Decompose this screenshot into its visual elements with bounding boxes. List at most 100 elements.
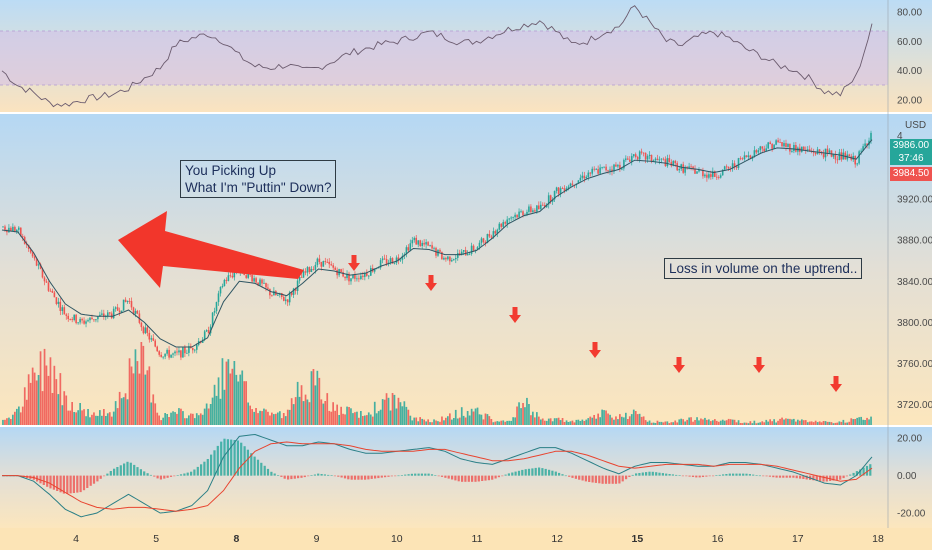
volume-bar [729, 419, 732, 425]
macd-histogram-bar [59, 475, 62, 493]
macd-histogram-bar [96, 475, 99, 482]
price-tick-label: 3800.00 [897, 318, 932, 329]
volume-bar [328, 410, 331, 425]
candle-body [368, 275, 370, 277]
macd-histogram-bar [380, 475, 383, 478]
volume-bar [41, 391, 44, 425]
candle-body [486, 234, 489, 244]
volume-bar [634, 411, 637, 425]
volume-bar [83, 409, 85, 425]
macd-histogram-bar [608, 475, 611, 484]
annotation-note-2[interactable]: Loss in volume on the uptrend.. [664, 258, 863, 279]
candle-body [381, 258, 384, 261]
candle-body [666, 158, 669, 167]
candle-body [360, 275, 362, 279]
macd-histogram-bar [598, 475, 601, 484]
volume-bar [97, 415, 99, 425]
macd-histogram-bar [865, 465, 869, 476]
volume-bar [458, 417, 461, 425]
down-arrow-icon [589, 342, 601, 358]
candle-body [627, 158, 629, 160]
macd-histogram-bar [772, 475, 775, 478]
macd-histogram-bar [82, 475, 86, 491]
candle-body [719, 175, 722, 178]
axis-labels-group: 80.0060.0040.0020.003920.003880.003840.0… [73, 7, 932, 545]
macd-histogram-bar [735, 473, 738, 476]
candle-body [116, 307, 119, 311]
volume-bar [431, 422, 433, 425]
candle-body [71, 319, 73, 320]
macd-histogram-bar [497, 475, 500, 478]
volume-bar [350, 408, 352, 425]
candle-body [112, 308, 115, 319]
volume-bar [251, 409, 253, 425]
macd-histogram-bar [461, 475, 464, 482]
macd-histogram-bar [748, 474, 751, 476]
volume-bar [723, 420, 726, 425]
macd-histogram-bar [440, 475, 444, 477]
volume-bar [476, 407, 479, 425]
volume-bar [259, 410, 261, 425]
macd-histogram-bar [768, 475, 771, 477]
volume-bar [549, 418, 552, 425]
macd-histogram-bar [62, 475, 65, 494]
candle-body [613, 164, 615, 172]
volume-bar [793, 418, 795, 425]
volume-bar [462, 415, 465, 425]
macd-histogram-bar [277, 475, 280, 476]
volume-bar [130, 366, 133, 425]
candle-body [128, 300, 131, 302]
candle-body [364, 273, 366, 277]
candle-body [150, 338, 153, 340]
volume-bar [848, 421, 851, 425]
candle-body [441, 251, 443, 260]
macd-histogram-bar [430, 474, 434, 476]
candle-body [53, 292, 56, 298]
volume-bar [522, 403, 524, 425]
candle-body [611, 169, 613, 172]
volume-bar [261, 411, 263, 425]
volume-bar [334, 410, 336, 425]
volume-bar [676, 422, 679, 425]
candle-body [747, 155, 750, 157]
macd-histogram-bar [394, 475, 397, 477]
volume-bar [235, 374, 238, 425]
volume-bar [864, 420, 866, 425]
candle-body [648, 154, 651, 156]
volume-bar [719, 420, 722, 425]
candle-body [227, 275, 230, 281]
macd-histogram-bar [842, 475, 845, 479]
volume-bar [700, 418, 702, 425]
volume-bar [421, 418, 423, 425]
volume-bar [23, 387, 26, 425]
volume-bar [741, 423, 744, 425]
volume-bar [49, 357, 52, 425]
annotation-note-1[interactable]: You Picking Up What I'm "Puttin" Down? [180, 160, 337, 198]
previous-price-value: 3984.50 [892, 168, 930, 179]
macd-histogram-bar [153, 475, 156, 477]
volume-bars-group [2, 342, 872, 425]
macd-histogram-bar [343, 475, 347, 479]
macd-histogram-bar [253, 456, 256, 476]
volume-bar [717, 421, 720, 425]
candle-body [207, 330, 210, 334]
volume-bar [280, 418, 283, 425]
volume-bar [773, 419, 775, 425]
volume-bar [114, 401, 117, 425]
candle-body [271, 295, 273, 297]
candle-body [449, 256, 451, 262]
candle-body [447, 256, 449, 260]
big-arrow-annotation[interactable] [118, 211, 304, 288]
volume-bar [765, 419, 768, 425]
candle-body [544, 205, 546, 208]
macd-histogram-bar [621, 475, 624, 482]
candle-body [354, 274, 356, 279]
macd-histogram-bar [658, 472, 661, 476]
candle-body [407, 247, 410, 251]
candle-body [836, 159, 839, 161]
volume-bar [597, 413, 599, 425]
candle-body [148, 332, 151, 340]
candle-body [421, 242, 423, 246]
macd-histogram-bar [250, 453, 253, 476]
